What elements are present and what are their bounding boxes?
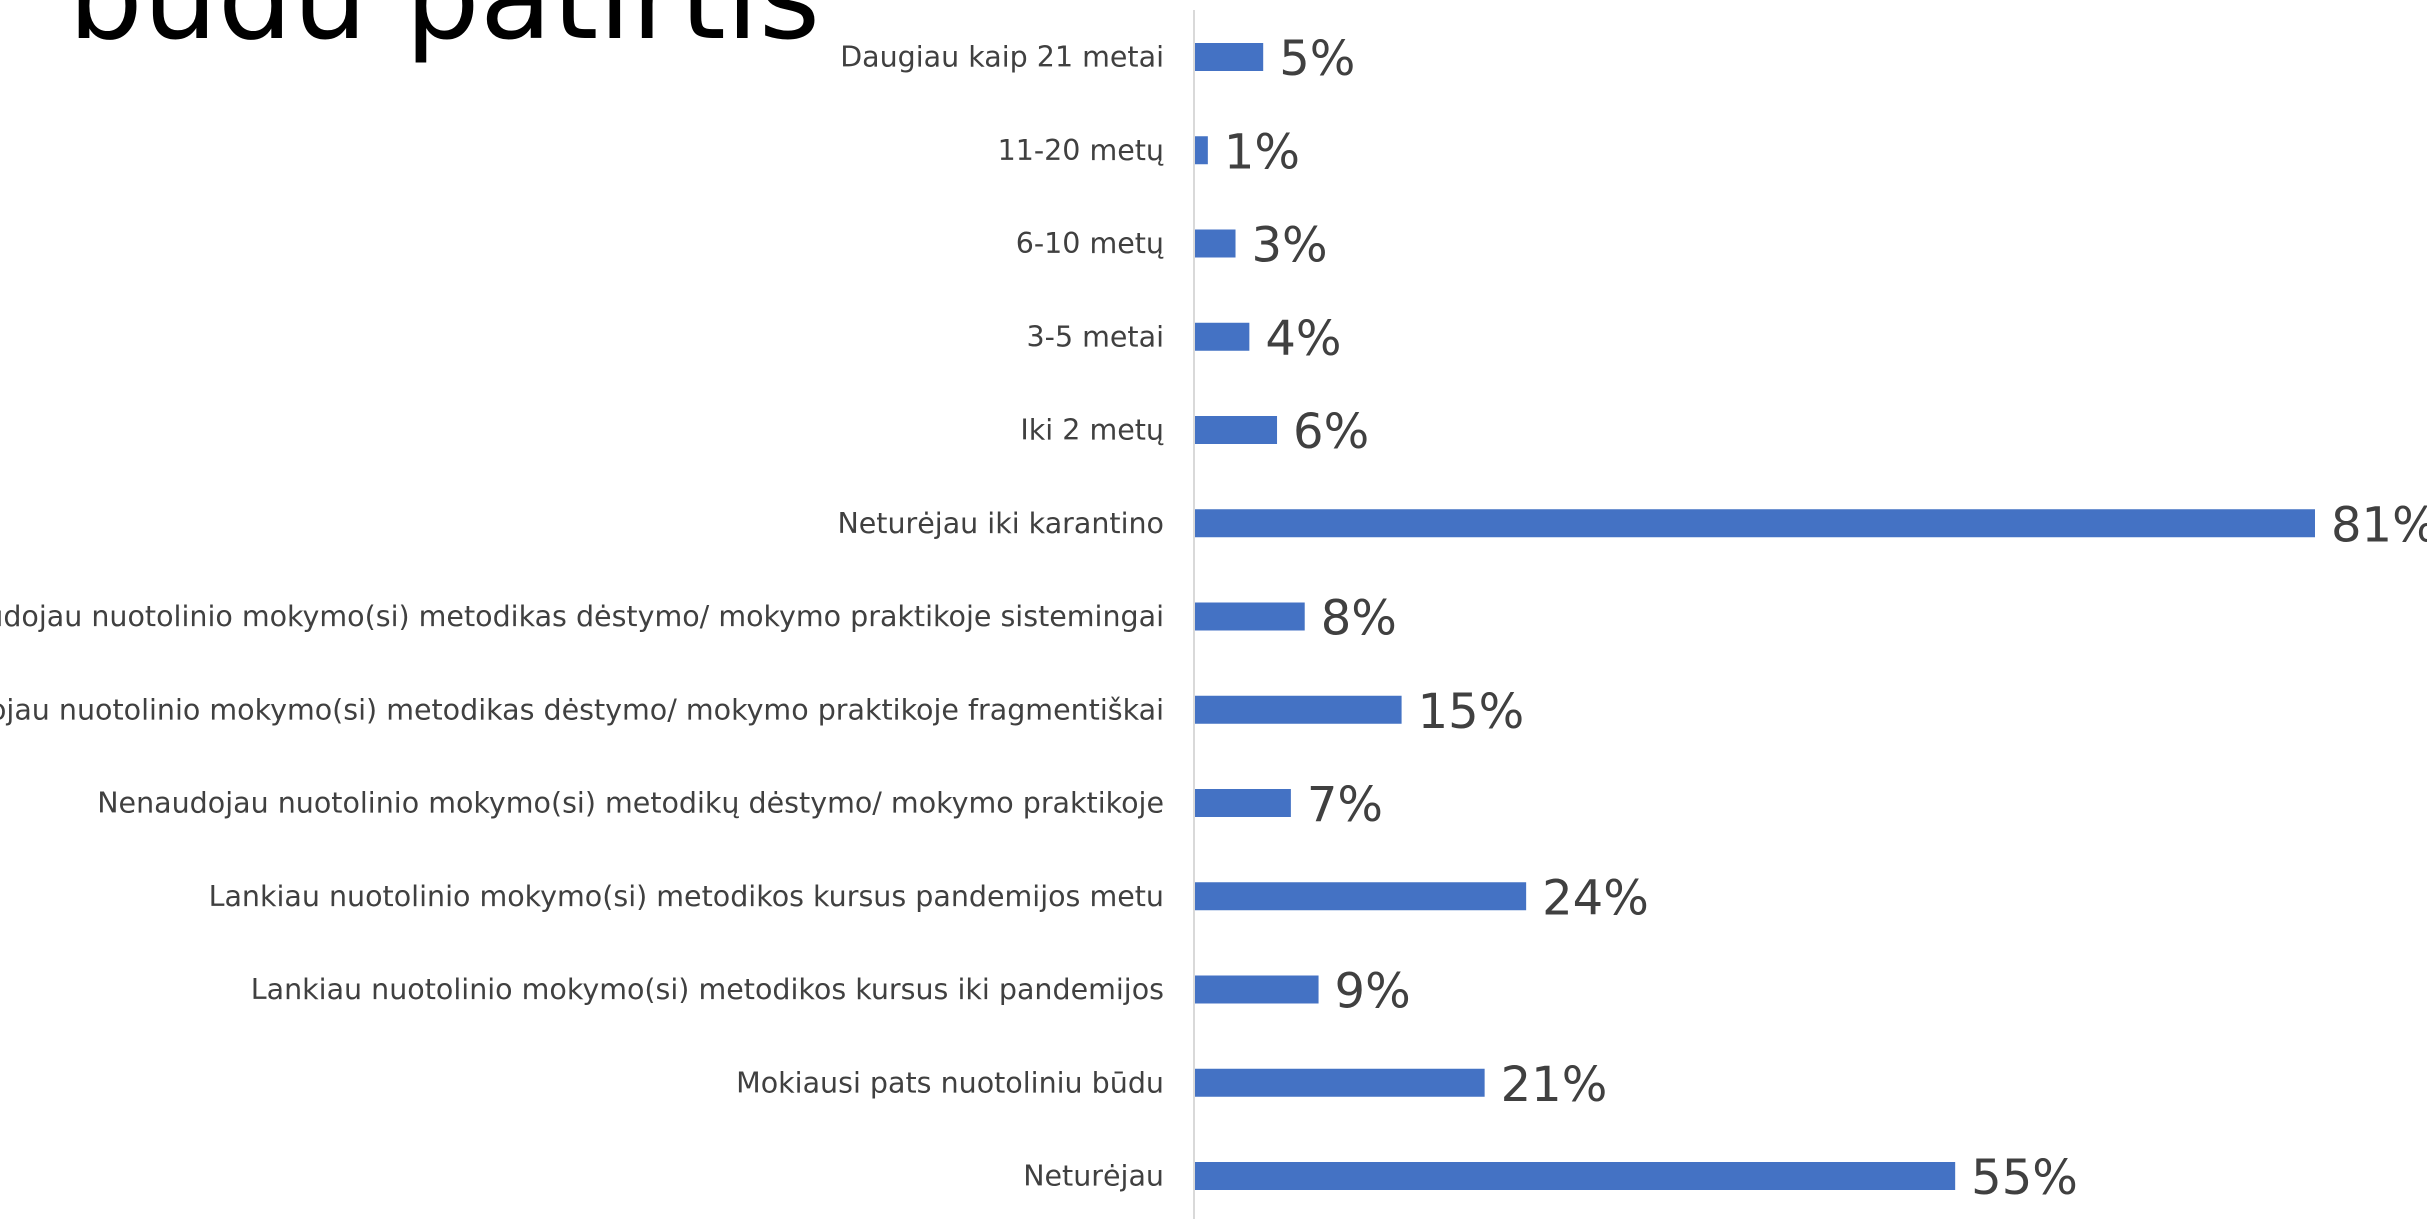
category-label: 11-20 metų bbox=[998, 134, 1164, 167]
value-label: 21% bbox=[1501, 1057, 1608, 1113]
slide-title: būdu patirtis bbox=[68, 0, 820, 56]
bar-5 bbox=[1194, 509, 2315, 538]
bar-8 bbox=[1194, 789, 1291, 817]
value-label: 4% bbox=[1265, 311, 1341, 367]
value-labels: 5% 1% 3% 4% 6% 81% 8% 15% 7% 24% 9% 21% 55% bbox=[1224, 31, 2427, 1206]
bar-3 bbox=[1194, 322, 1250, 351]
value-label: 81% bbox=[2331, 497, 2427, 553]
bars-layer bbox=[1194, 43, 2315, 1190]
bar-12 bbox=[1194, 1162, 1956, 1190]
category-label: Lankiau nuotolinio mokymo(si) metodikos … bbox=[209, 880, 1164, 913]
category-label: 3-5 metai bbox=[1027, 320, 1164, 353]
value-label: 24% bbox=[1542, 870, 1649, 926]
bar-0 bbox=[1194, 43, 1264, 71]
bar-1 bbox=[1194, 136, 1208, 165]
bar-2 bbox=[1194, 229, 1236, 258]
category-label: Iki 2 metų bbox=[1020, 414, 1164, 447]
bar-9 bbox=[1194, 882, 1527, 911]
value-label: 6% bbox=[1293, 404, 1369, 460]
category-label: Nenaudojau nuotolinio mokymo(si) metodik… bbox=[97, 787, 1164, 820]
category-label: Neturėjau bbox=[1023, 1160, 1164, 1193]
value-label: 5% bbox=[1279, 31, 1355, 87]
category-label: 6-10 metų bbox=[1016, 227, 1164, 260]
value-label: 1% bbox=[1224, 124, 1300, 180]
category-label: Naudojau nuotolinio mokymo(si) metodikas… bbox=[0, 693, 1164, 726]
bar-4 bbox=[1194, 416, 1278, 444]
value-label: 3% bbox=[1252, 218, 1328, 274]
category-labels: Daugiau kaip 21 metai 11-20 metų 6-10 metų… bbox=[0, 41, 1164, 1193]
value-label: 8% bbox=[1321, 591, 1397, 647]
bar-7 bbox=[1194, 695, 1402, 724]
value-label: 7% bbox=[1307, 777, 1383, 833]
bar-6 bbox=[1194, 602, 1305, 631]
value-label: 9% bbox=[1335, 964, 1411, 1020]
bar-10 bbox=[1194, 975, 1319, 1004]
category-label: Lankiau nuotolinio mokymo(si) metodikos … bbox=[251, 973, 1164, 1006]
value-label: 55% bbox=[1971, 1150, 2078, 1206]
category-label: Mokiausi pats nuotoliniu būdu bbox=[736, 1066, 1164, 1099]
bar-11 bbox=[1194, 1068, 1485, 1097]
category-label: Naudojau nuotolinio mokymo(si) metodikas… bbox=[0, 600, 1164, 633]
category-label: Daugiau kaip 21 metai bbox=[840, 41, 1164, 74]
category-label: Neturėjau iki karantino bbox=[837, 507, 1164, 540]
value-label: 15% bbox=[1418, 684, 1525, 740]
